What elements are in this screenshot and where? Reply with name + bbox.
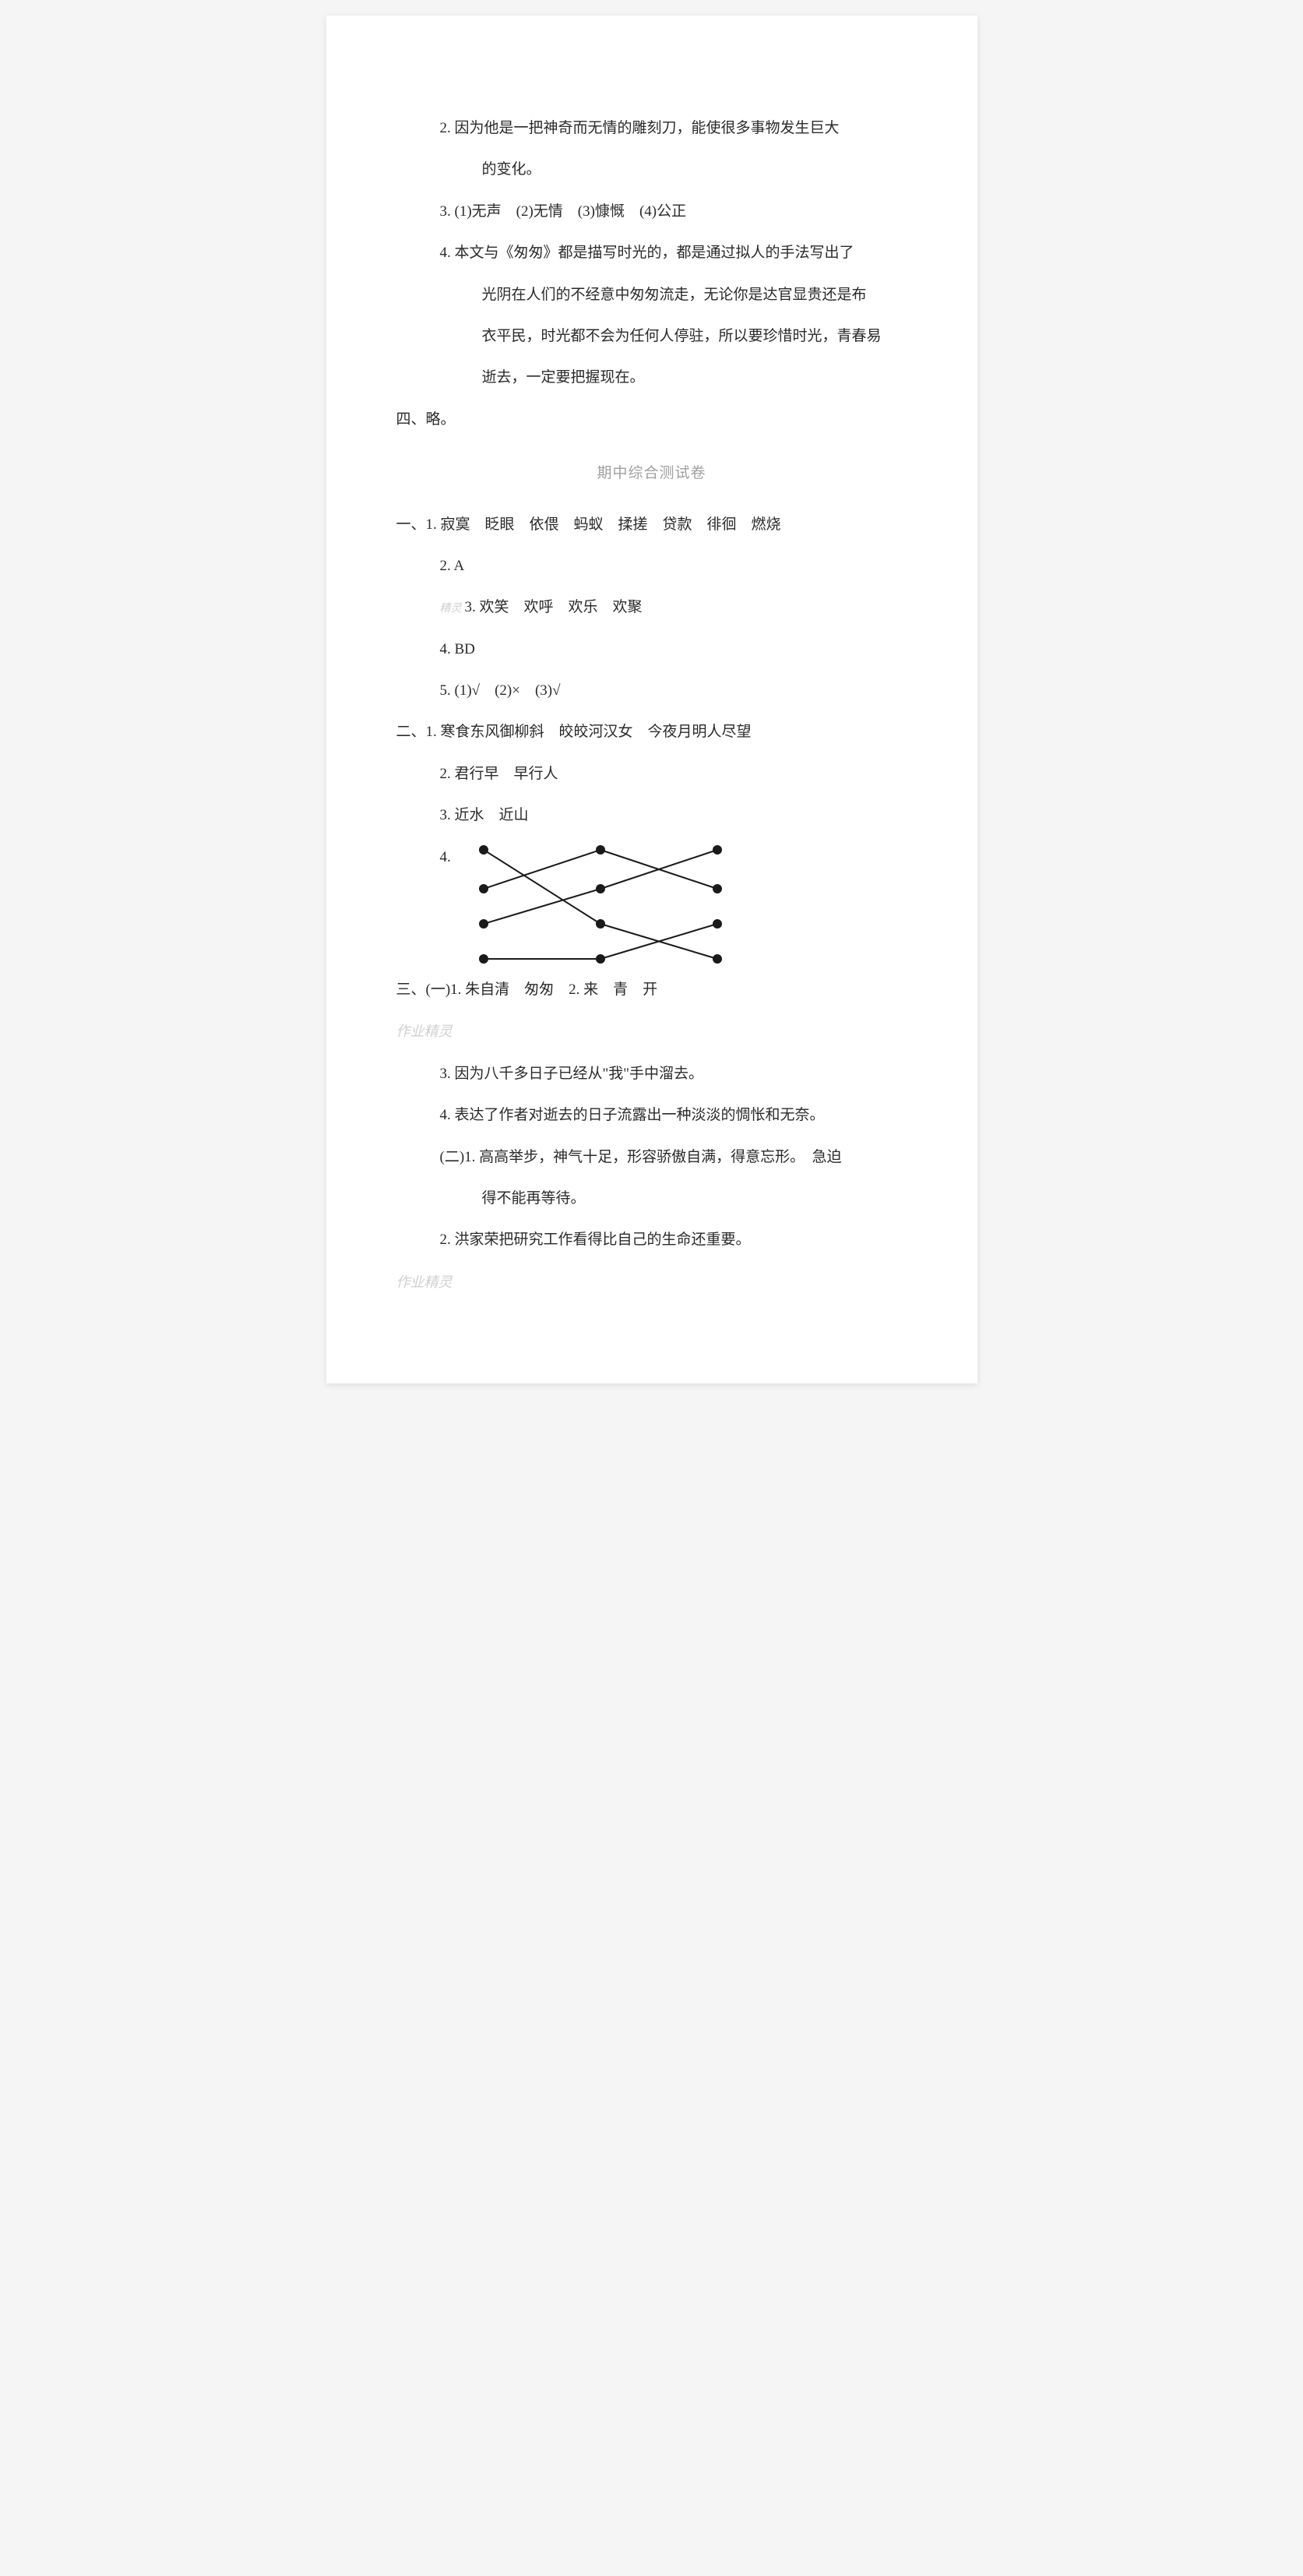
s2-item-3: 3. 近水 近山 [396, 796, 907, 834]
s3-p1-item-1: 三、(一)1. 朱自清 匆匆 2. 来 青 开 [396, 971, 907, 1009]
prev-item-3: 3. (1)无声 (2)无情 (3)慷慨 (4)公正 [396, 192, 907, 231]
s1-item-3: 精灵3. 欢笑 欢呼 欢乐 欢聚 [396, 588, 907, 626]
s2-item-4-label: 4. [440, 838, 451, 876]
watermark-3: 作业精灵 [396, 1264, 907, 1301]
s1-item-2: 2. A [396, 547, 907, 585]
document-page: 2. 因为他是一把神奇而无情的雕刻刀，能使很多事物发生巨大 的变化。 3. (1… [326, 16, 977, 1383]
prev-item-2-cont: 的变化。 [396, 150, 907, 189]
prev-item-2: 2. 因为他是一把神奇而无情的雕刻刀，能使很多事物发生巨大 [396, 109, 907, 147]
s1-item-5: 5. (1)√ (2)× (3)√ [396, 671, 907, 710]
watermark-1: 作业精灵 [396, 1013, 907, 1050]
watermark-icon: 精灵 [440, 595, 462, 623]
s2-item-1: 二、1. 寒食东风御柳斜 皎皎河汉女 今夜月明人尽望 [396, 713, 907, 751]
s3-item-2b: 2. 洪家荣把研究工作看得比自己的生命还重要。 [396, 1221, 907, 1259]
s1-item-3-prefix: 3. [465, 599, 480, 615]
s2-item-2: 2. 君行早 早行人 [396, 755, 907, 793]
s2-item-4-row: 4. [396, 838, 907, 971]
s3-p2-item-1-cont: 得不能再等待。 [396, 1179, 907, 1218]
prev-item-4-l2: 光阴在人们的不经意中匆匆流走，无论你是达官显贵还是布 [396, 276, 907, 314]
s3-p2-item-1: (二)1. 高高举步，神气十足，形容骄傲自满，得意忘形。 急迫 [396, 1138, 907, 1176]
prev-four: 四、略。 [396, 400, 907, 439]
s1-item-1: 一、1. 寂寞 眨眼 依偎 蚂蚁 揉搓 贷款 徘徊 燃烧 [396, 506, 907, 544]
prev-item-4-l4: 逝去，一定要把握现在。 [396, 358, 907, 396]
s1-item-4: 4. BD [396, 630, 907, 668]
prev-item-4-l3: 衣平民，时光都不会为任何人停驻，所以要珍惜时光，青春易 [396, 317, 907, 355]
s3-item-3: 3. 因为八千多日子已经从"我"手中溜去。 [396, 1055, 907, 1093]
midterm-title: 期中综合测试卷 [396, 454, 907, 492]
s3-item-4: 4. 表达了作者对逝去的日子流露出一种淡淡的惆怅和无奈。 [396, 1096, 907, 1134]
prev-item-4-l1: 4. 本文与《匆匆》都是描写时光的，都是通过拟人的手法写出了 [396, 234, 907, 272]
s1-item-3-text: 欢笑 欢呼 欢乐 欢聚 [480, 599, 643, 615]
matching-diagram [460, 838, 741, 971]
